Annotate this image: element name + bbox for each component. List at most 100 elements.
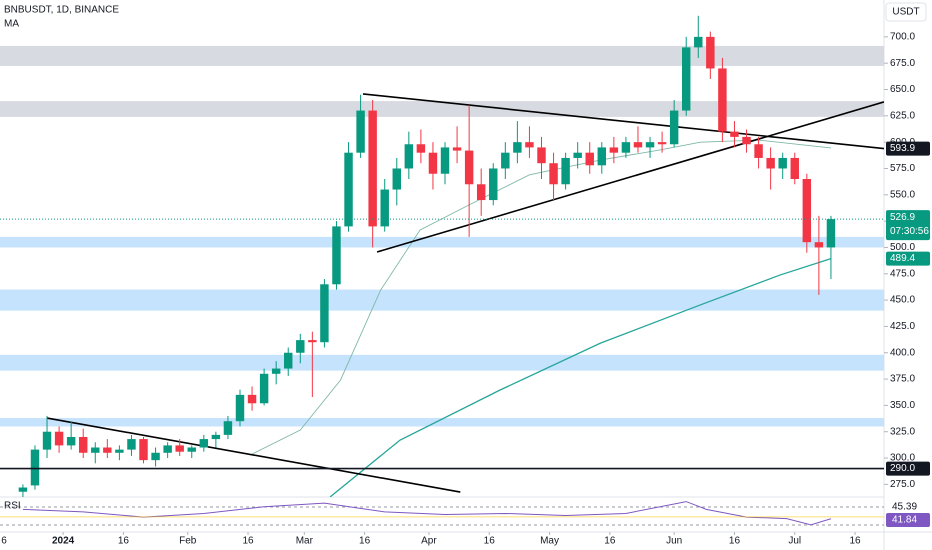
- x-tick-label: Apr: [421, 536, 437, 547]
- price-label-box: [886, 461, 930, 476]
- candle-body: [332, 226, 341, 285]
- y-tick-label: 375.0: [890, 374, 915, 385]
- y-tick-label: 500.0: [890, 242, 915, 253]
- trendline: [46, 417, 461, 493]
- candle-body: [404, 144, 414, 169]
- candle-body: [259, 373, 269, 404]
- x-tick-label: Jun: [666, 536, 682, 547]
- last-price-label: 526.9: [890, 212, 915, 223]
- candle-body: [597, 147, 607, 166]
- candle-body: [163, 445, 172, 453]
- price-label: 593.9: [890, 143, 915, 154]
- rsi-label: RSI: [4, 501, 21, 512]
- candle-body: [754, 144, 763, 158]
- candle-body: [573, 152, 582, 158]
- y-tick-label: 325.0: [890, 426, 915, 437]
- candle-body: [489, 168, 498, 201]
- candle-body: [718, 68, 727, 132]
- moving-average: [249, 139, 831, 456]
- candle-body: [657, 142, 667, 145]
- candle-body: [513, 142, 522, 153]
- rsi-value-box: [886, 513, 930, 527]
- x-tick-label: 16: [242, 536, 254, 547]
- y-tick-label: 350.0: [890, 400, 915, 411]
- y-tick-label: 400.0: [890, 347, 915, 358]
- candle-body: [694, 36, 703, 48]
- x-tick-label: 6: [1, 536, 7, 547]
- candle-body: [380, 189, 389, 227]
- candle-body: [802, 179, 812, 243]
- candle-body: [42, 431, 52, 450]
- zone: [0, 236, 884, 248]
- candle-body: [645, 142, 655, 148]
- candle-body: [681, 47, 691, 111]
- rsi-line: [22, 501, 832, 526]
- currency-button[interactable]: [885, 2, 927, 22]
- candle-body: [187, 447, 196, 452]
- candle-body: [633, 142, 643, 148]
- x-tick-label: 2024: [52, 536, 75, 547]
- x-tick-label: 16: [484, 536, 496, 547]
- zone: [0, 45, 884, 66]
- y-tick-label: 550.0: [890, 189, 915, 200]
- price-label: 290.0: [890, 463, 915, 474]
- currency-label[interactable]: USDT: [892, 7, 919, 18]
- candle-body: [320, 284, 329, 343]
- candle-body: [742, 136, 751, 145]
- candle-body: [440, 147, 450, 174]
- candle-body: [91, 447, 100, 453]
- x-tick-label: Feb: [179, 536, 197, 547]
- y-tick-label: 575.0: [890, 163, 915, 174]
- candle-body: [706, 36, 715, 69]
- chart-title: BNBUSDT, 1D, BINANCE: [4, 5, 119, 16]
- y-tick-label: 475.0: [890, 268, 915, 279]
- candle-body: [30, 449, 40, 486]
- y-tick-label: 275.0: [890, 479, 915, 490]
- candle-body: [127, 439, 136, 450]
- last-price-box: [886, 210, 930, 241]
- x-tick-label: 16: [118, 536, 130, 547]
- candle-body: [296, 340, 305, 353]
- moving-average: [329, 257, 832, 497]
- candle-body: [115, 449, 124, 453]
- y-tick-label: 650.0: [890, 84, 915, 95]
- candle-body: [525, 142, 534, 148]
- y-tick-label: 300.0: [890, 453, 915, 464]
- candle-body: [730, 131, 739, 137]
- candle-body: [778, 157, 787, 169]
- plot-background: [0, 0, 884, 532]
- y-tick-label: 625.0: [890, 110, 915, 121]
- indicator-label: MA: [4, 19, 19, 30]
- candle-body: [18, 487, 28, 492]
- candle-body: [452, 147, 462, 151]
- candle-body: [271, 368, 281, 374]
- candle-body: [356, 110, 365, 153]
- x-tick-label: 16: [729, 536, 741, 547]
- candle-body: [826, 219, 836, 248]
- zone: [0, 289, 884, 311]
- candle-body: [501, 152, 510, 169]
- candle-body: [621, 142, 631, 153]
- main-pane: [0, 15, 884, 497]
- candle-body: [247, 394, 257, 404]
- x-tick-label: 16: [849, 536, 861, 547]
- candle-body: [151, 452, 160, 461]
- trendline: [376, 101, 884, 253]
- candle-body: [235, 394, 245, 422]
- rsi-ma-label: 45.39: [892, 502, 917, 513]
- price-label-box: [886, 251, 930, 266]
- x-tick-label: Mar: [296, 536, 314, 547]
- y-tick-label: 700.0: [890, 31, 915, 42]
- candle-body: [211, 434, 221, 440]
- candle-body: [609, 147, 619, 153]
- x-tick-label: Jul: [788, 536, 801, 547]
- zone: [0, 354, 884, 371]
- x-tick-label: May: [540, 536, 559, 547]
- candle-body: [814, 242, 824, 248]
- price-label: 489.4: [890, 253, 915, 264]
- candle-body: [766, 157, 775, 169]
- candle-body: [103, 447, 112, 453]
- candle-body: [416, 144, 426, 153]
- y-tick-label: 425.0: [890, 321, 915, 332]
